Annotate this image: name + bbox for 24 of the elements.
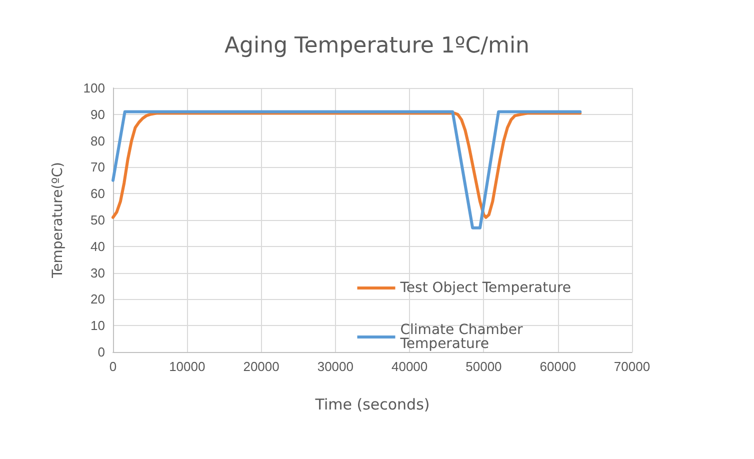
x-tick-label: 20000 [243, 359, 280, 374]
y-tick-label: 10 [90, 318, 105, 334]
x-tick-label: 50000 [466, 359, 502, 374]
y-tick-label: 30 [90, 265, 105, 280]
y-tick-label: 60 [90, 186, 105, 202]
x-tick-label: 30000 [317, 359, 354, 374]
x-tick-label: 60000 [540, 359, 576, 374]
y-tick-label: 20 [90, 292, 105, 307]
chart-title: Aging Temperature 1ºC/min [224, 34, 530, 58]
y-tick-label: 70 [90, 160, 105, 175]
y-tick-label: 80 [90, 133, 105, 148]
y-tick-label: 50 [90, 212, 105, 228]
legend-label: Test Object Temperature [399, 280, 571, 296]
y-tick-label: 0 [98, 344, 105, 360]
x-tick-label: 70000 [614, 359, 650, 374]
y-axis-title: Temperature(ºC) [50, 162, 66, 279]
x-tick-label: 10000 [169, 359, 206, 374]
y-tick-label: 40 [90, 238, 105, 254]
x-axis-title: Time (seconds) [314, 396, 430, 414]
x-tick-label: 40000 [391, 359, 428, 374]
x-tick-label: 0 [109, 359, 117, 374]
y-tick-label: 100 [83, 80, 105, 96]
y-tick-label: 90 [90, 106, 105, 122]
legend-label: Climate Chamber Temperature [399, 322, 528, 352]
